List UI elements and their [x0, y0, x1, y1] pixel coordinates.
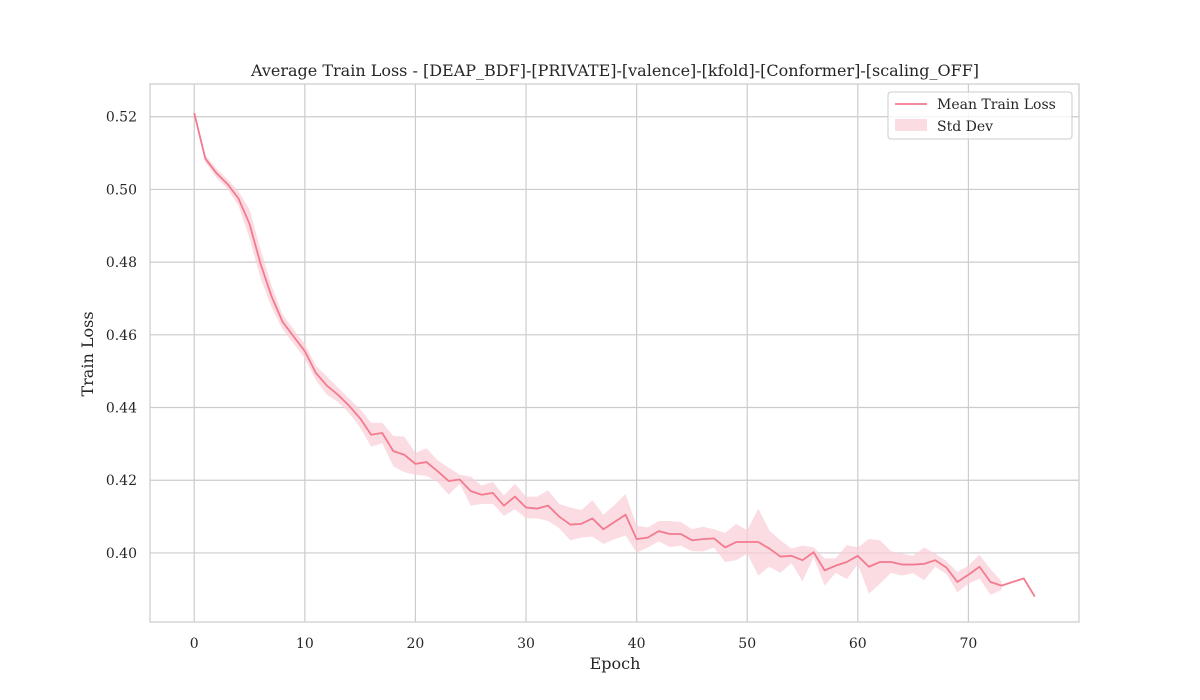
y-tick-label: 0.42 [106, 473, 137, 489]
x-tick-label: 0 [190, 636, 199, 652]
x-tick-label: 10 [296, 636, 314, 652]
x-tick-label: 20 [407, 636, 425, 652]
x-tick-labels: 0 10 20 30 40 50 60 70 [190, 636, 978, 652]
y-tick-label: 0.46 [106, 328, 137, 344]
mean-train-loss-line [193, 112, 1036, 598]
x-tick-label: 50 [738, 636, 756, 652]
mean-line-layer [193, 112, 1036, 598]
x-axis-label: Epoch [590, 654, 641, 673]
x-tick-label: 60 [849, 636, 867, 652]
y-tick-label: 0.50 [106, 182, 137, 198]
legend: Mean Train Loss Std Dev [887, 91, 1073, 140]
legend-band-swatch [895, 119, 927, 131]
x-tick-label: 40 [628, 636, 646, 652]
std-dev-band [194, 109, 1002, 595]
y-tick-label: 0.48 [106, 255, 137, 271]
legend-box [887, 91, 1073, 140]
plot-frame [149, 83, 1080, 623]
y-tick-label: 0.52 [106, 110, 137, 126]
legend-label-mean: Mean Train Loss [937, 97, 1056, 113]
legend-label-std: Std Dev [937, 119, 993, 135]
y-axis-label: Train Loss [78, 311, 97, 396]
y-tick-labels: 0.40 0.42 0.44 0.46 0.48 0.50 0.52 [106, 110, 137, 562]
x-tick-label: 70 [959, 636, 977, 652]
y-tick-label: 0.40 [106, 546, 137, 562]
y-tick-label: 0.44 [106, 401, 137, 417]
grid-lines [150, 84, 1079, 622]
std-dev-band-layer [194, 109, 1002, 595]
x-tick-label: 30 [517, 636, 535, 652]
chart-title: Average Train Loss - [DEAP_BDF]-[PRIVATE… [250, 61, 979, 80]
